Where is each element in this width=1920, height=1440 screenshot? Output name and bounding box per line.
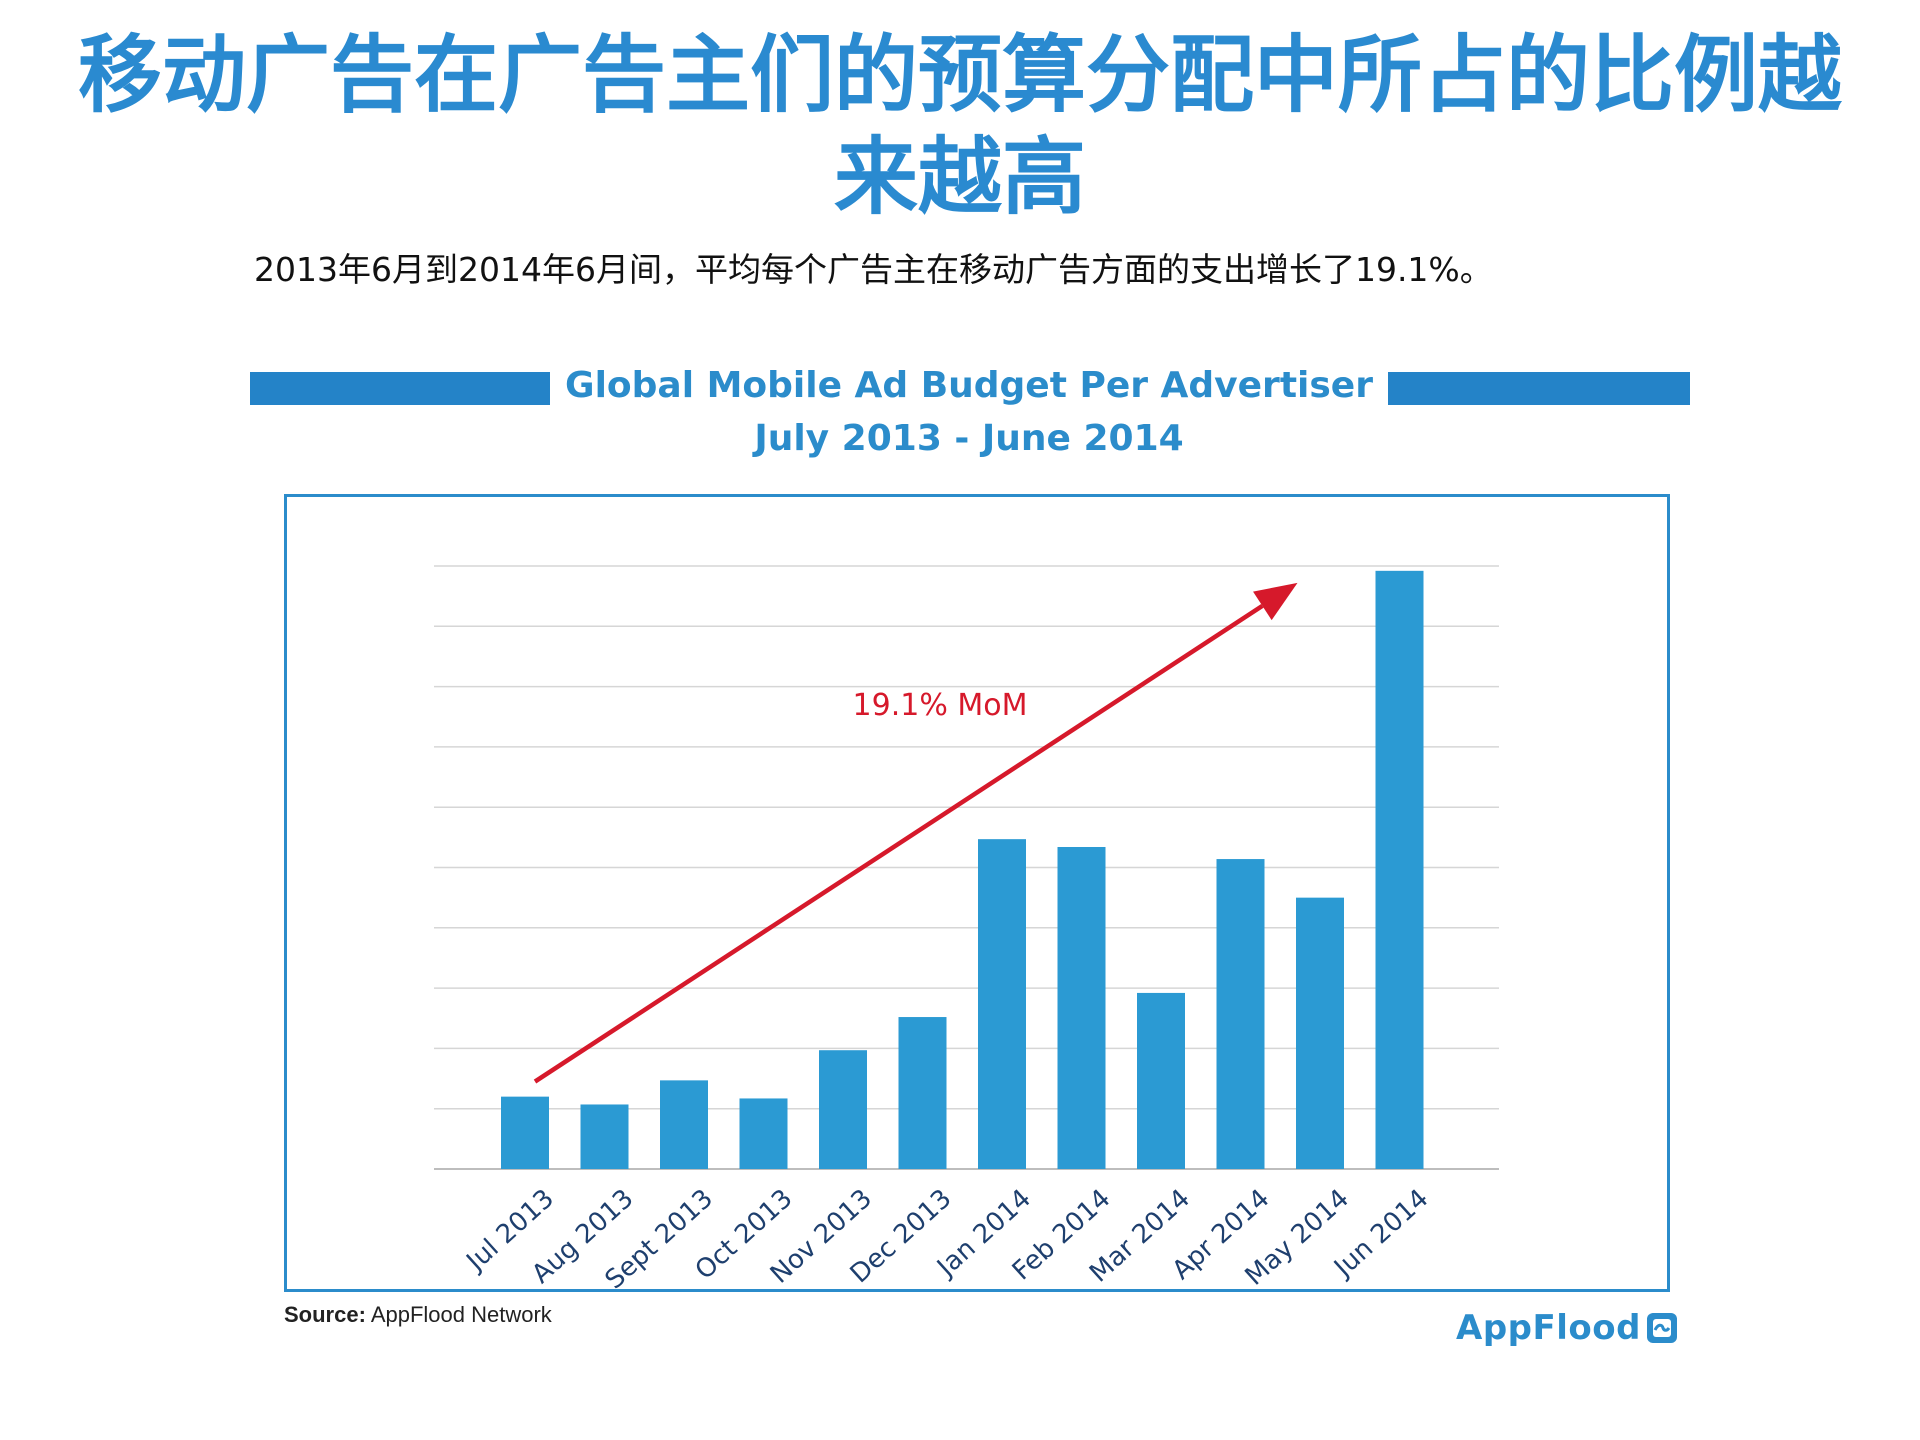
source-label: Source: [284,1302,366,1327]
bar-nov-2013 [819,1050,867,1169]
bar-dec-2013 [898,1017,947,1169]
trend-arrow-shaft [533,603,1264,1084]
logo-text: AppFlood [1456,1308,1641,1348]
chart-title: Global Mobile Ad Budget Per Advertiser [565,365,1373,406]
bar-sept-2013 [660,1080,708,1169]
wave-icon [1646,1313,1677,1343]
appflood-logo: AppFlood [1456,1306,1677,1350]
growth-annotation: 19.1% MoM [853,688,1028,723]
header-bar-left [250,372,550,405]
bar-oct-2013 [739,1098,788,1169]
trend-arrow-head [1253,582,1298,621]
header-bar-right [1388,372,1690,405]
bar-aug-2013 [580,1104,629,1169]
page-subtitle: 2013年6月到2014年6月间，平均每个广告主在移动广告方面的支出增长了19.… [254,250,1493,289]
page-title: 移动广告在广告主们的预算分配中所占的比例越来越高 [77,26,1842,226]
chart-frame: Jul 2013 Aug 2013 Sept 2013 Oct 2013 Nov 201… [284,494,1670,1292]
bar-apr-2014 [1216,859,1265,1169]
bar-mar-2014 [1137,992,1185,1169]
bar-jun-2014 [1375,570,1424,1169]
bar-may-2014 [1296,897,1344,1169]
bar-feb-2014 [1057,846,1106,1169]
source-note: Source: AppFlood Network [284,1302,552,1328]
bar-jan-2014 [978,839,1026,1169]
chart-date-range: July 2013 - June 2014 [754,418,1184,459]
source-text: AppFlood Network [370,1302,552,1327]
bar-jul-2013 [501,1096,549,1169]
